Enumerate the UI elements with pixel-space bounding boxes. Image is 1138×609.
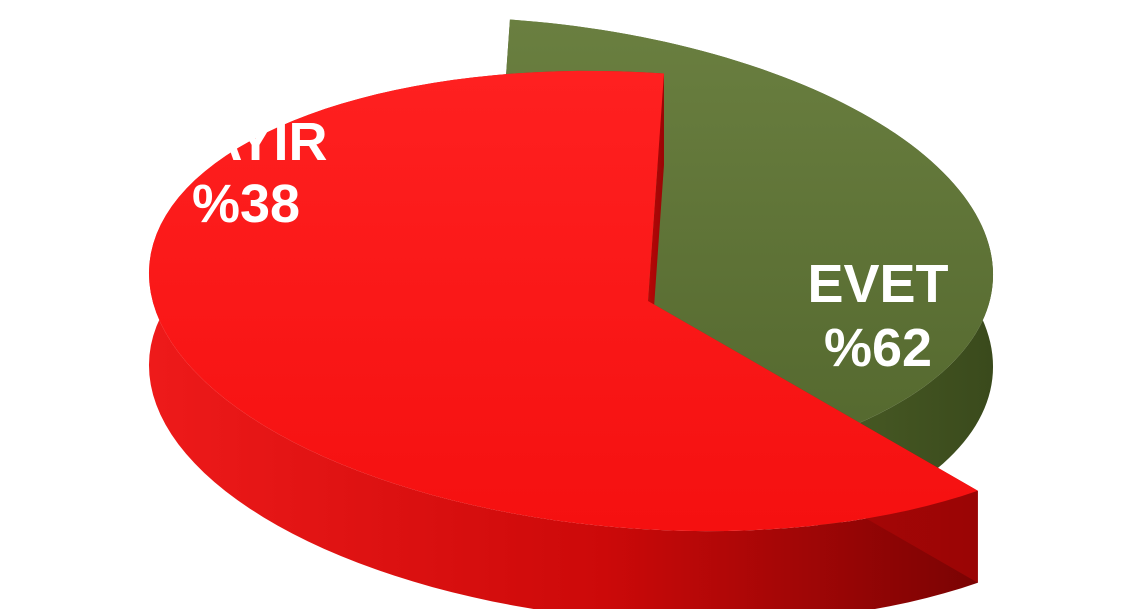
slice-value-hayir: %38 bbox=[192, 174, 300, 234]
slice-value-evet: %62 bbox=[824, 318, 932, 378]
slice-label-evet: EVET bbox=[807, 254, 948, 314]
pie-slice-evet bbox=[148, 70, 978, 609]
slice-label-hayir: HAYIR bbox=[164, 112, 327, 172]
pie-slice-side bbox=[148, 70, 978, 609]
pie-slice-top bbox=[148, 70, 978, 532]
